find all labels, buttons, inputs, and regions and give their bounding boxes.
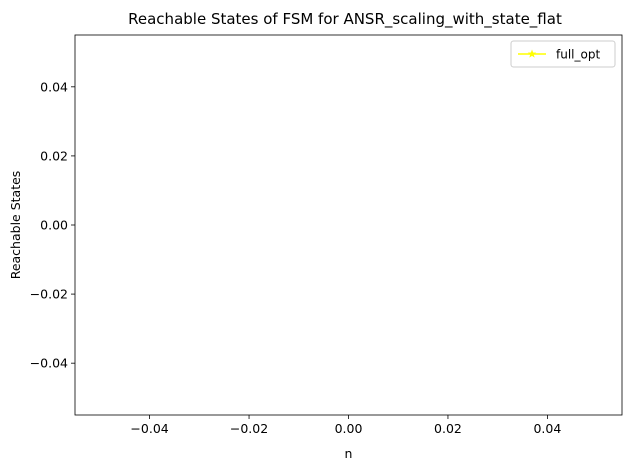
- x-tick-label: 0.04: [533, 421, 561, 436]
- y-tick-label: −0.04: [30, 356, 68, 371]
- legend-label: full_opt: [556, 48, 600, 62]
- plot-area: [74, 34, 623, 416]
- x-axis-label: n: [345, 446, 353, 461]
- y-tick-label: 0.00: [40, 218, 68, 233]
- chart-title: Reachable States of FSM for ANSR_scaling…: [128, 10, 562, 29]
- y-tick-label: 0.04: [40, 79, 68, 94]
- y-axis-ticks: −0.04 −0.02 0.00 0.02 0.04: [30, 79, 75, 371]
- legend-entries: full_opt: [518, 48, 600, 62]
- legend: full_opt: [510, 40, 616, 68]
- x-axis-ticks: −0.04 −0.02 0.00 0.02 0.04: [130, 415, 561, 436]
- x-tick-label: 0.00: [335, 421, 363, 436]
- x-tick-label: 0.02: [434, 421, 462, 436]
- legend-box: [510, 40, 616, 68]
- y-axis-label: Reachable States: [8, 171, 23, 280]
- x-tick-label: −0.02: [230, 421, 268, 436]
- y-tick-label: −0.02: [30, 287, 68, 302]
- legend-marker-star-icon: [527, 49, 537, 58]
- y-tick-label: 0.02: [40, 148, 68, 163]
- x-tick-label: −0.04: [130, 421, 168, 436]
